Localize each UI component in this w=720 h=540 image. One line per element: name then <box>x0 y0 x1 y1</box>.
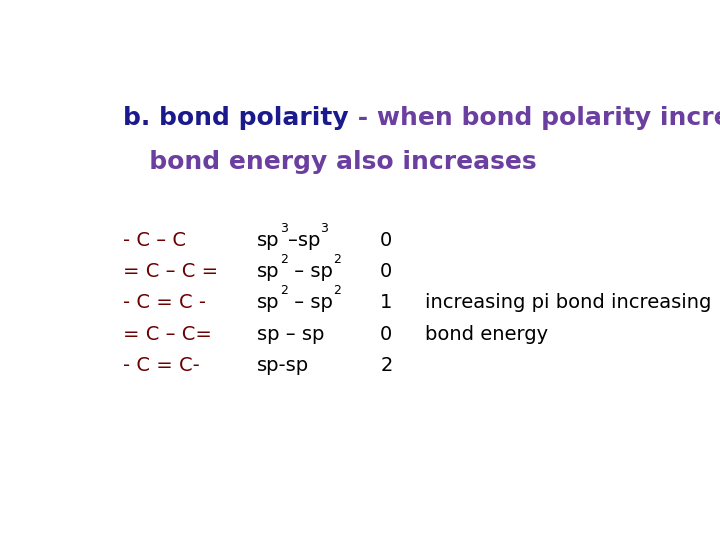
Text: sp – sp: sp – sp <box>258 325 325 343</box>
Text: 3: 3 <box>320 222 328 235</box>
Text: sp-sp: sp-sp <box>258 356 310 375</box>
Text: - C = C -: - C = C - <box>124 294 207 313</box>
Text: increasing pi bond increasing: increasing pi bond increasing <box>425 294 711 313</box>
Text: bond energy also increases: bond energy also increases <box>124 150 537 174</box>
Text: - C = C-: - C = C- <box>124 356 200 375</box>
Text: bond energy: bond energy <box>425 325 548 343</box>
Text: 2: 2 <box>333 253 341 266</box>
Text: sp: sp <box>258 294 280 313</box>
Text: 3: 3 <box>280 222 288 235</box>
Text: 0: 0 <box>380 231 392 250</box>
Text: = C – C=: = C – C= <box>124 325 212 343</box>
Text: – sp: – sp <box>288 294 333 313</box>
Text: 2: 2 <box>280 253 288 266</box>
Text: 0: 0 <box>380 325 392 343</box>
Text: - when bond polarity increases: - when bond polarity increases <box>349 106 720 130</box>
Text: sp: sp <box>258 231 280 250</box>
Text: 2: 2 <box>380 356 392 375</box>
Text: –sp: –sp <box>288 231 320 250</box>
Text: - C – C: - C – C <box>124 231 186 250</box>
Text: sp: sp <box>258 262 280 281</box>
Text: 2: 2 <box>280 285 288 298</box>
Text: 2: 2 <box>333 285 341 298</box>
Text: 0: 0 <box>380 262 392 281</box>
Text: = C – C =: = C – C = <box>124 262 219 281</box>
Text: b. bond polarity: b. bond polarity <box>124 106 349 130</box>
Text: 1: 1 <box>380 294 392 313</box>
Text: – sp: – sp <box>288 262 333 281</box>
